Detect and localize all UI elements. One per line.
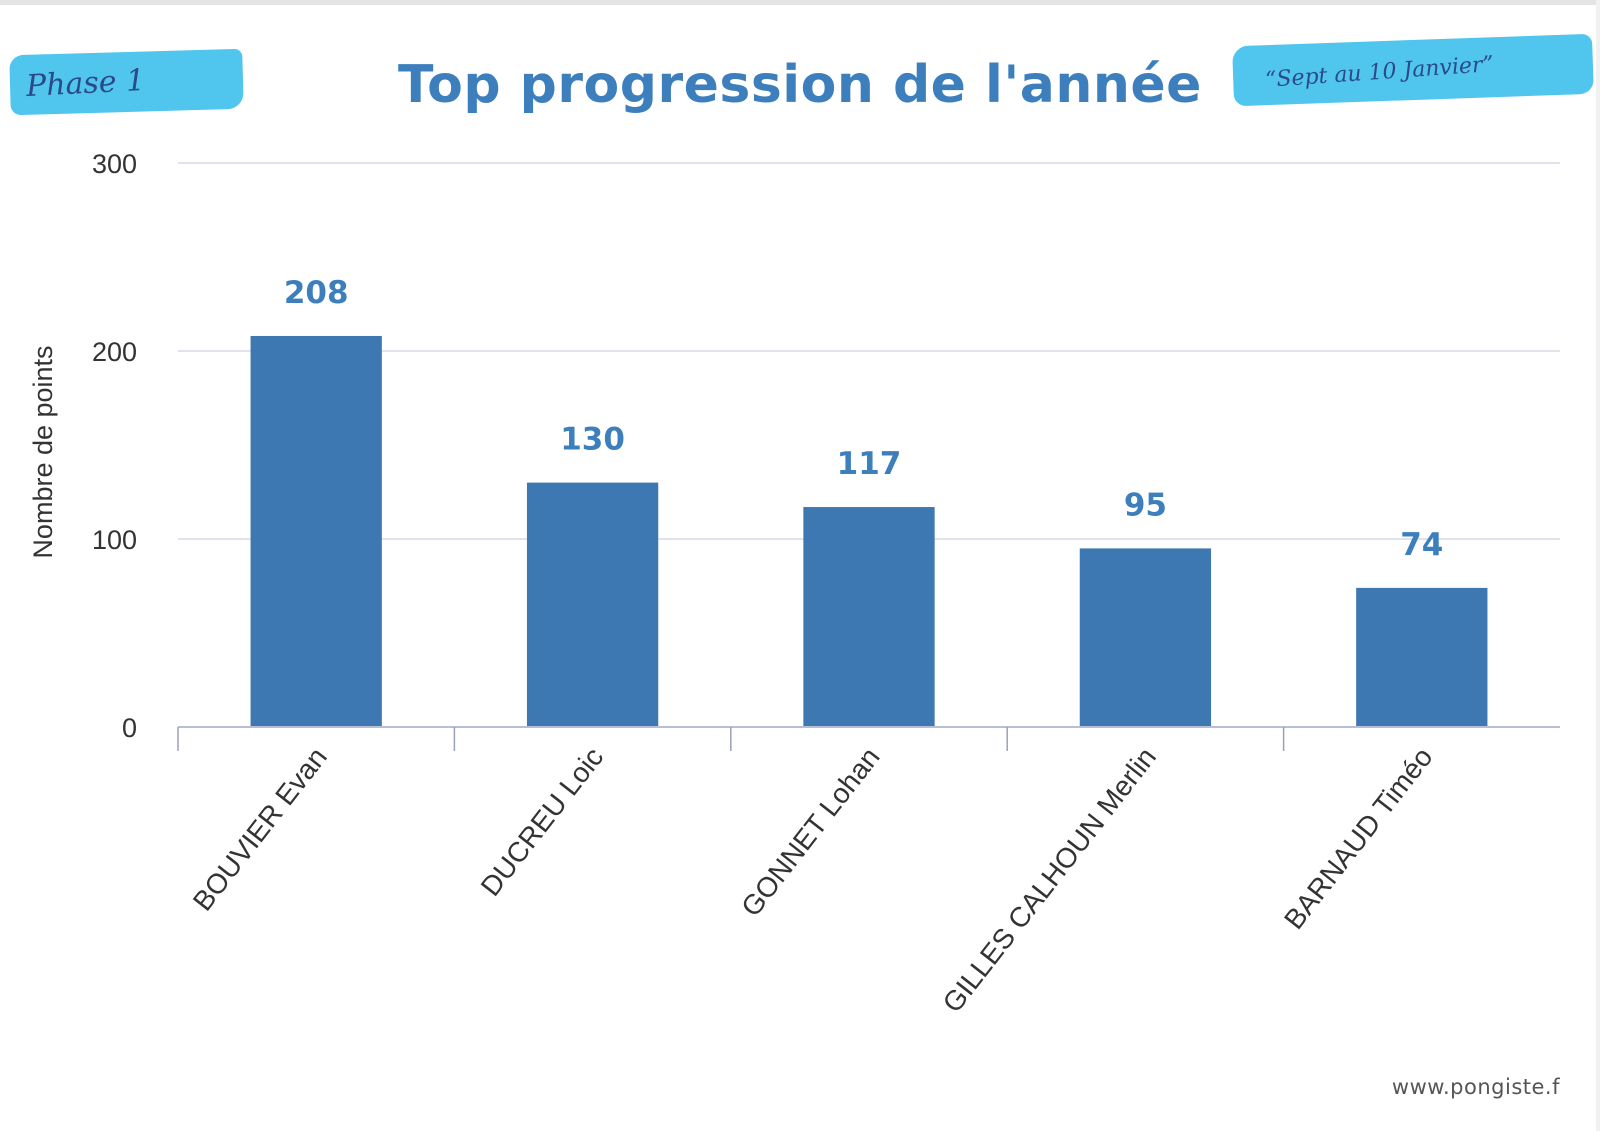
data-label: 117 bbox=[837, 446, 902, 482]
data-label: 95 bbox=[1124, 487, 1167, 523]
bar bbox=[1356, 587, 1488, 727]
chart-title: Top progression de l'année bbox=[398, 55, 1202, 115]
data-label: 130 bbox=[560, 422, 625, 458]
bars-group bbox=[250, 335, 1488, 727]
y-tick-label: 0 bbox=[122, 713, 137, 743]
x-category-label: BARNAUD Timéo bbox=[1278, 742, 1438, 935]
source-url: www.pongiste.f bbox=[1391, 1075, 1560, 1099]
y-tick-label: 300 bbox=[92, 149, 137, 179]
y-tick-label: 200 bbox=[92, 337, 137, 367]
y-axis-label: Nombre de points bbox=[28, 345, 58, 558]
scan-border-right bbox=[1596, 0, 1600, 1131]
x-category-label: GONNET Lohan bbox=[735, 742, 886, 923]
bar bbox=[803, 507, 935, 727]
data-label: 74 bbox=[1400, 527, 1443, 563]
x-category-label: DUCREU Loic bbox=[475, 742, 610, 902]
bar bbox=[526, 482, 659, 727]
data-label: 208 bbox=[284, 275, 349, 311]
x-category-label: GILLES CALHOUN Merlin bbox=[937, 742, 1163, 1019]
gridlines bbox=[178, 162, 1560, 540]
bar bbox=[1079, 548, 1212, 727]
bar bbox=[250, 335, 382, 727]
scan-border-top bbox=[0, 0, 1600, 5]
x-category-label: BOUVIER Evan bbox=[187, 742, 333, 917]
y-tick-label: 100 bbox=[92, 525, 137, 555]
axes-group bbox=[177, 726, 1560, 751]
